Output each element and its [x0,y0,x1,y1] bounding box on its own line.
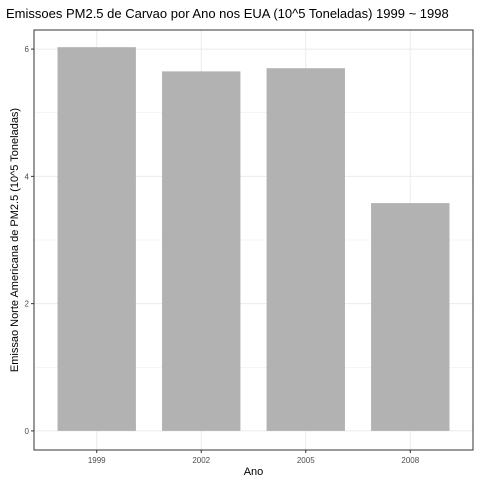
x-tick-label: 1999 [88,456,106,465]
x-tick-label: 2002 [192,456,210,465]
x-axis-title: Ano [244,466,264,478]
y-tick-label: 2 [25,300,30,309]
y-axis-title: Emissao Norte Americana de PM2.5 (10^5 T… [9,108,21,372]
chart-title: Emissoes PM2.5 de Carvao por Ano nos EUA… [6,6,449,21]
bar-2002 [162,71,241,431]
panel-border [33,29,474,451]
bar-1999 [57,47,136,431]
y-tick-label: 4 [25,172,30,181]
x-axis: 1999 2002 2005 2008 [88,450,420,465]
x-tick-label: 2005 [297,456,315,465]
y-tick-label: 0 [25,427,30,436]
bars [57,47,450,431]
x-tick-label: 2008 [401,456,419,465]
y-tick-label: 6 [25,45,30,54]
bar-2005 [266,68,345,431]
bar-2008 [371,203,450,431]
y-axis: 0 2 4 6 [25,45,34,436]
